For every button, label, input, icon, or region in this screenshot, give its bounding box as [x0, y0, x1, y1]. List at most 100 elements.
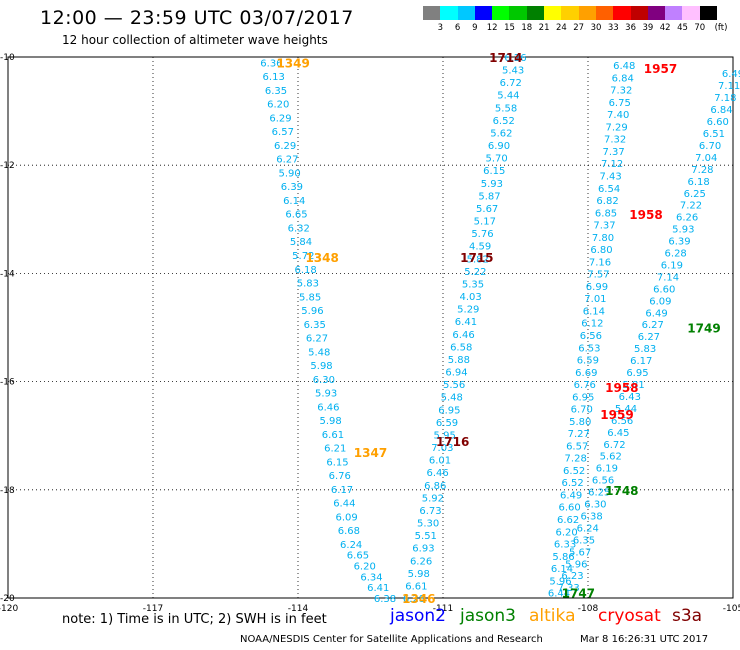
color-legend: 3 6 9 12 15 18 21 24 27 30 33 36 39 42 45 70 (ft)	[423, 6, 735, 34]
swh-value: 6.68	[338, 526, 360, 537]
swh-value: 5.82	[467, 254, 489, 265]
footer-note: note: 1) Time is in UTC; 2) SWH is in fe…	[62, 612, 327, 627]
swh-value: 6.69	[575, 368, 597, 379]
swh-value: 6.73	[419, 506, 441, 517]
swh-value: 6.41	[455, 317, 477, 328]
lon-tick-label: -105	[723, 604, 740, 614]
lat-tick-label: -16	[0, 378, 15, 388]
swh-value: 6.17	[630, 356, 652, 367]
pass-label: 1349	[276, 56, 309, 70]
swh-value: 5.76	[471, 229, 493, 240]
swh-value: 6.70	[699, 141, 721, 152]
swh-value: 5.98	[408, 569, 430, 580]
lat-tick-label: -12	[0, 161, 15, 171]
swh-value: 6.30	[313, 375, 335, 386]
swh-value: 7.27	[568, 429, 590, 440]
swh-value: 5.72	[292, 251, 314, 262]
swh-value: 5.70	[485, 154, 507, 165]
legend-swatch	[440, 6, 458, 20]
satellite-altika: altika	[529, 606, 576, 626]
swh-value: 6.39	[668, 237, 690, 248]
swh-value: 7.33	[558, 583, 580, 594]
lat-tick-label: -18	[0, 486, 15, 496]
swh-value: 6.25	[684, 189, 706, 200]
satellite-jason2: jason2	[390, 606, 446, 626]
swh-value: 6.72	[500, 78, 522, 89]
swh-value: 6.35	[573, 535, 595, 546]
legend-label: 6	[454, 23, 461, 33]
swh-value: 7.28	[691, 165, 713, 176]
swh-value: 6.84	[612, 73, 634, 84]
swh-value: 6.09	[335, 512, 357, 523]
swh-value: 7.80	[592, 233, 614, 244]
swh-value: 6.41	[367, 583, 389, 594]
swh-value: 6.17	[331, 485, 353, 496]
credit-line: NOAA/NESDIS Center for Satellite Applica…	[240, 634, 543, 645]
swh-value: 6.18	[687, 177, 709, 188]
swh-value: 6.86	[424, 481, 446, 492]
swh-value: 5.83	[297, 279, 319, 290]
map-title: 12:00 — 23:59 UTC 03/07/2017	[40, 7, 354, 29]
legend-label: 45	[677, 23, 688, 33]
swh-value: 6.29	[274, 141, 296, 152]
swh-value: 6.76	[574, 380, 596, 391]
swh-value: 5.93	[672, 225, 694, 236]
swh-value: 5.96	[565, 559, 587, 570]
swh-value: 6.58	[450, 342, 472, 353]
swh-value: 6.26	[676, 213, 698, 224]
swh-value: 6.33	[554, 540, 576, 551]
pass-label: 1749	[687, 322, 720, 336]
swh-value: 6.95	[438, 405, 460, 416]
swh-value: 6.27	[638, 332, 660, 343]
map-frame	[7, 56, 734, 599]
legend-label: 21	[538, 23, 550, 33]
swh-value: 5.96	[301, 306, 323, 317]
swh-value: 5.95	[434, 430, 456, 441]
satellite-s3a: s3a	[672, 606, 703, 626]
swh-value: 6.51	[703, 129, 725, 140]
legend-swatch	[544, 6, 562, 20]
swh-value: 5.87	[478, 191, 500, 202]
legend-label: 39	[642, 23, 654, 33]
pass-label: 1714	[489, 51, 522, 65]
lon-tick-label: -111	[433, 604, 453, 614]
swh-value: 6.59	[577, 356, 599, 367]
swh-value: 5.98	[320, 416, 342, 427]
swh-value: 6.20	[267, 100, 289, 111]
swh-value: 7.57	[587, 270, 609, 281]
legend-swatch	[509, 6, 527, 20]
swh-value: 6.24	[340, 540, 362, 551]
swh-value: 5.90	[279, 168, 301, 179]
legend-swatch	[665, 6, 683, 20]
legend-label: 24	[555, 23, 567, 33]
swh-value: 5.67	[569, 547, 591, 558]
swh-value: 7.11	[718, 81, 740, 92]
legend-swatch	[561, 6, 579, 20]
swh-value: 5.88	[448, 355, 470, 366]
swh-value: 6.01	[429, 456, 451, 467]
swh-value: 6.49	[560, 490, 582, 501]
pass-label: 1748	[605, 484, 638, 498]
swh-value: 5.92	[422, 493, 444, 504]
swh-value: 6.19	[596, 464, 618, 475]
swh-value: 7.22	[680, 201, 702, 212]
pass-label: 1747	[562, 587, 595, 601]
swh-value: 6.38	[374, 594, 396, 605]
swh-value: 5.62	[600, 452, 622, 463]
swh-value: 5.93	[481, 179, 503, 190]
legend-swatch	[682, 6, 700, 20]
swh-value: 6.29	[269, 113, 291, 124]
swh-value: 6.95	[572, 392, 594, 403]
swh-value: 6.60	[558, 503, 580, 514]
swh-value: 6.34	[360, 572, 382, 583]
swh-value: 7.01	[584, 294, 606, 305]
legend-swatch	[595, 6, 614, 20]
swh-value: 5.98	[310, 361, 332, 372]
swh-value: 6.36	[260, 58, 282, 69]
legend-label: 12	[486, 23, 498, 33]
legend-swatch	[526, 6, 545, 20]
legend-swatch	[578, 6, 596, 20]
legend-swatch	[613, 6, 631, 20]
swh-value: 6.28	[403, 594, 425, 605]
swh-value: 7.32	[604, 135, 626, 146]
